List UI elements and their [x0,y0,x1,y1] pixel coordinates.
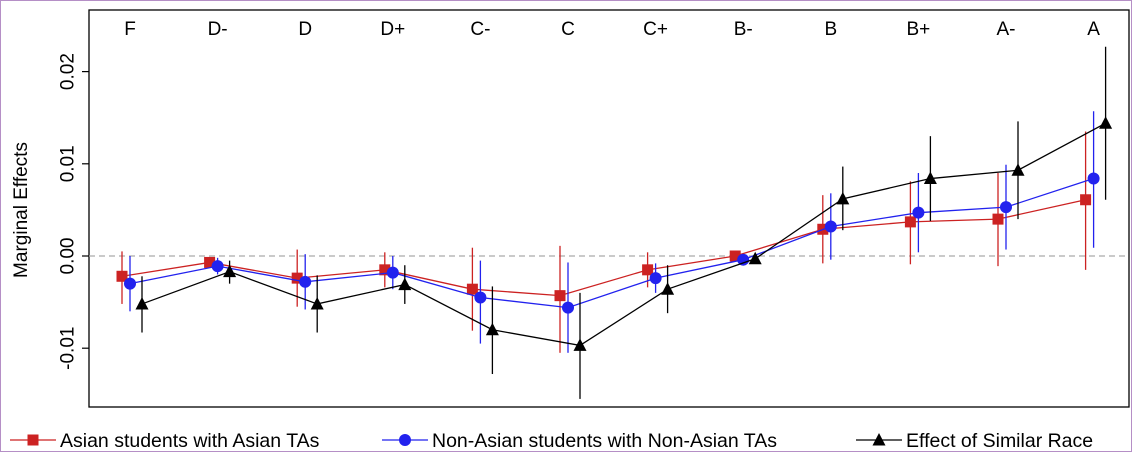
x-category-label: F [124,19,136,40]
data-point [649,272,662,285]
x-category-labels: F D- D D+ C- C C+ B- B B+ A- A [124,19,1100,40]
legend-marker [399,434,411,446]
data-point [824,220,837,233]
data-point [562,301,574,314]
data-point [386,266,399,279]
x-category-label: C [561,19,575,40]
data-point [642,264,654,276]
x-category-label: D+ [380,19,405,40]
data-point [661,282,675,295]
x-category-label: C+ [643,19,668,40]
legend-item: Asian students with Asian TAs [10,430,320,452]
x-category-label: B- [734,19,753,40]
data-point [379,264,391,276]
data-point [398,277,412,291]
data-point [291,272,303,284]
data-point [992,213,1004,225]
data-point [1087,172,1100,185]
series-circle [124,111,1100,353]
plot-area [88,9,1130,408]
x-category-label: D [298,19,312,40]
data-point [299,275,312,288]
y-tick-label: -0.01 [58,327,79,370]
data-point [310,296,324,310]
x-category-label: D- [208,19,228,40]
data-point [912,206,925,219]
x-category-label: A [1087,19,1100,40]
data-point [904,216,916,228]
data-point [211,260,224,273]
series-layer [116,46,1113,399]
data-point [748,251,762,265]
data-point [466,283,478,295]
data-point [1080,194,1092,206]
legend-label: Effect of Similar Race [906,430,1093,452]
data-point [729,250,741,262]
y-tick-label: 0.01 [58,145,79,182]
y-tick-label: 0.02 [58,53,79,90]
data-point [204,256,216,268]
x-category-label: B [824,19,837,40]
data-point [554,290,566,302]
series-line [141,122,1106,347]
legend: Asian students with Asian TAs Non-Asian s… [10,430,1093,452]
legend-label: Asian students with Asian TAs [60,430,320,452]
data-point [116,270,128,282]
data-point [485,322,499,336]
data-point [223,264,237,278]
data-point [923,171,937,185]
y-tick-label: 0.00 [58,238,79,275]
legend-label: Non-Asian students with Non-Asian TAs [432,430,777,452]
series-square [116,131,1092,353]
series-line [121,199,1086,297]
data-point [1000,201,1012,214]
data-point [836,191,850,205]
data-point [474,291,487,304]
y-axis: -0.01 0.00 0.01 0.02 [58,53,89,370]
legend-marker [872,433,886,446]
x-category-label: B+ [907,19,931,40]
legend-marker [27,434,39,446]
x-category-label: C- [470,19,490,40]
data-point [737,253,750,266]
series-line [129,177,1094,309]
x-category-label: A- [997,19,1016,40]
legend-item: Non-Asian students with Non-Asian TAs [382,430,777,452]
y-axis-label: Marginal Effects [11,142,32,278]
legend-item: Effect of Similar Race [856,430,1093,452]
data-point [1011,163,1025,176]
data-point [1099,116,1113,129]
data-point [135,296,149,310]
data-point [573,338,587,351]
series-triangle [135,46,1113,399]
data-point [124,277,136,290]
